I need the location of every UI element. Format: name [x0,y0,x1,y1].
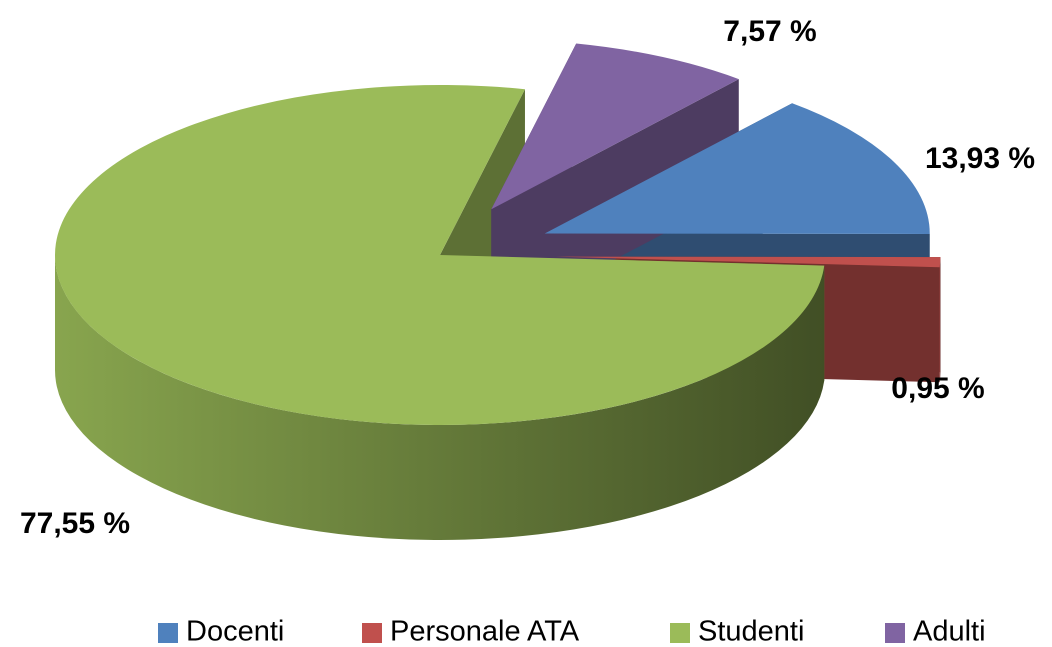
value-label: 7,57 % [723,15,816,48]
pie-side [939,257,941,383]
legend-label: Adulti [913,616,986,647]
legend-swatch [158,623,178,643]
legend-swatch [885,623,905,643]
value-label: 0,95 % [891,372,984,405]
legend-swatch [362,623,382,643]
legend-label: Docenti [186,616,284,647]
pie-slice [544,103,930,234]
pie-slice [55,85,825,425]
legend-label: Studenti [698,616,804,647]
legend-label: Personale ATA [390,616,580,647]
value-label: 77,55 % [20,507,130,540]
value-label: 13,93 % [925,142,1035,175]
pie-side [54,255,825,540]
pie-slice [555,256,941,268]
pie-slice [491,43,739,210]
legend-swatch [670,623,690,643]
